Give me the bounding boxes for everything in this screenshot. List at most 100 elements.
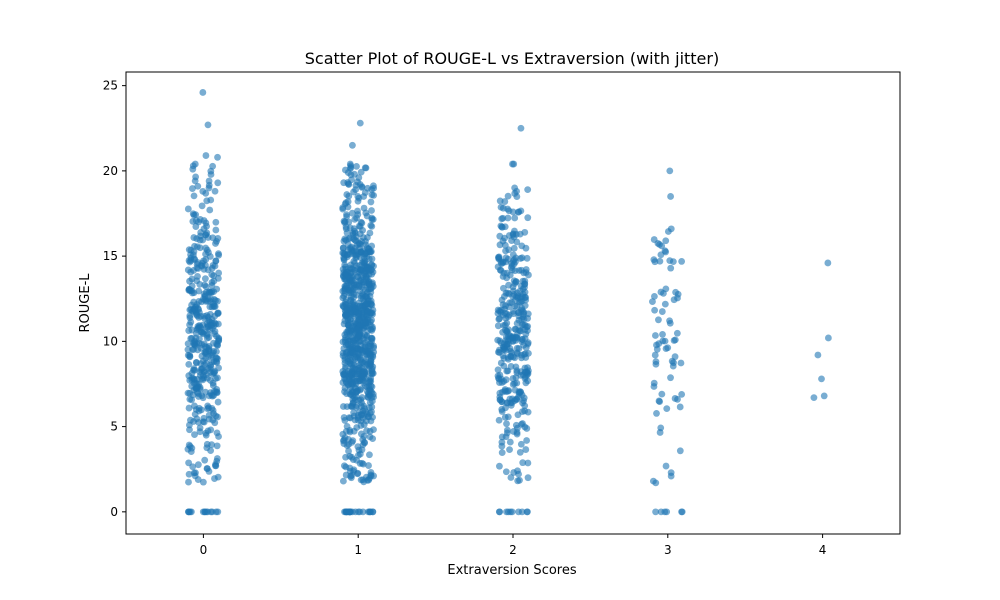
data-point [196,280,204,288]
y-tick-label: 10 [103,334,118,348]
data-point [652,358,660,366]
data-point [186,258,194,266]
data-point [353,370,361,378]
data-point [213,389,221,397]
data-point [498,379,506,386]
data-point [206,206,214,214]
data-point [356,356,364,364]
data-point [524,310,532,318]
data-point [207,447,215,455]
data-point [343,390,350,397]
points-layer [184,89,832,516]
data-point [495,253,503,261]
data-point [524,186,532,194]
data-point [502,258,510,266]
data-point [657,508,665,516]
data-point [364,309,371,317]
data-point [195,404,203,412]
data-point [522,446,530,453]
data-point [355,277,363,285]
data-point [209,234,217,242]
data-point [186,395,194,403]
data-point [501,321,509,329]
data-point [355,316,363,324]
data-point [506,438,514,446]
data-point [509,307,517,315]
data-point [513,187,520,195]
data-point [502,247,509,255]
data-point [367,222,375,229]
data-point [204,298,212,305]
data-point [213,457,221,465]
data-point [208,271,216,278]
data-point [199,478,207,486]
data-point [353,253,360,260]
data-point [513,193,521,200]
data-point [205,177,213,185]
data-point [667,374,674,382]
data-point [357,168,365,176]
data-point [210,296,218,303]
data-point [211,187,219,195]
data-point [810,394,818,402]
data-point [189,217,197,225]
data-point [192,469,199,477]
data-point [348,403,356,411]
data-point [494,306,502,314]
data-point [204,402,212,410]
data-point [498,438,506,446]
data-point [356,119,364,127]
data-point [342,453,349,461]
data-point [513,396,521,403]
data-point [367,248,375,255]
data-point [205,411,213,419]
data-point [185,459,193,467]
data-point [357,248,365,256]
data-point [343,282,351,290]
data-point [200,265,208,273]
data-point [214,413,221,421]
data-point [652,479,660,487]
data-point [355,310,363,318]
data-point [357,218,365,226]
data-point [192,223,200,230]
data-point [214,398,222,406]
data-point [659,337,667,345]
data-point [519,277,527,285]
data-point [349,141,356,149]
data-point [658,242,666,250]
data-point [509,251,517,259]
data-point [188,444,196,452]
data-point [196,244,204,252]
data-point [522,379,530,387]
data-point [358,459,366,467]
data-point [194,461,202,469]
data-point [214,310,222,318]
data-point [518,336,526,343]
data-point [359,379,367,387]
data-point [185,404,193,412]
data-point [503,340,511,348]
data-point [341,261,349,269]
data-point [518,304,526,312]
data-point [339,403,347,410]
data-point [502,314,510,322]
data-point [516,230,524,238]
data-point [499,328,506,336]
data-point [206,289,214,296]
data-point [498,223,506,231]
data-point [189,185,196,192]
data-point [657,251,665,259]
data-point [185,360,193,368]
data-point [651,306,659,314]
data-point [653,410,660,417]
data-point [344,251,352,259]
data-point [655,316,662,324]
data-point [186,321,194,329]
data-point [511,214,519,222]
data-point [368,408,375,416]
data-point [360,373,368,381]
data-point [210,277,218,285]
data-point [353,214,360,222]
